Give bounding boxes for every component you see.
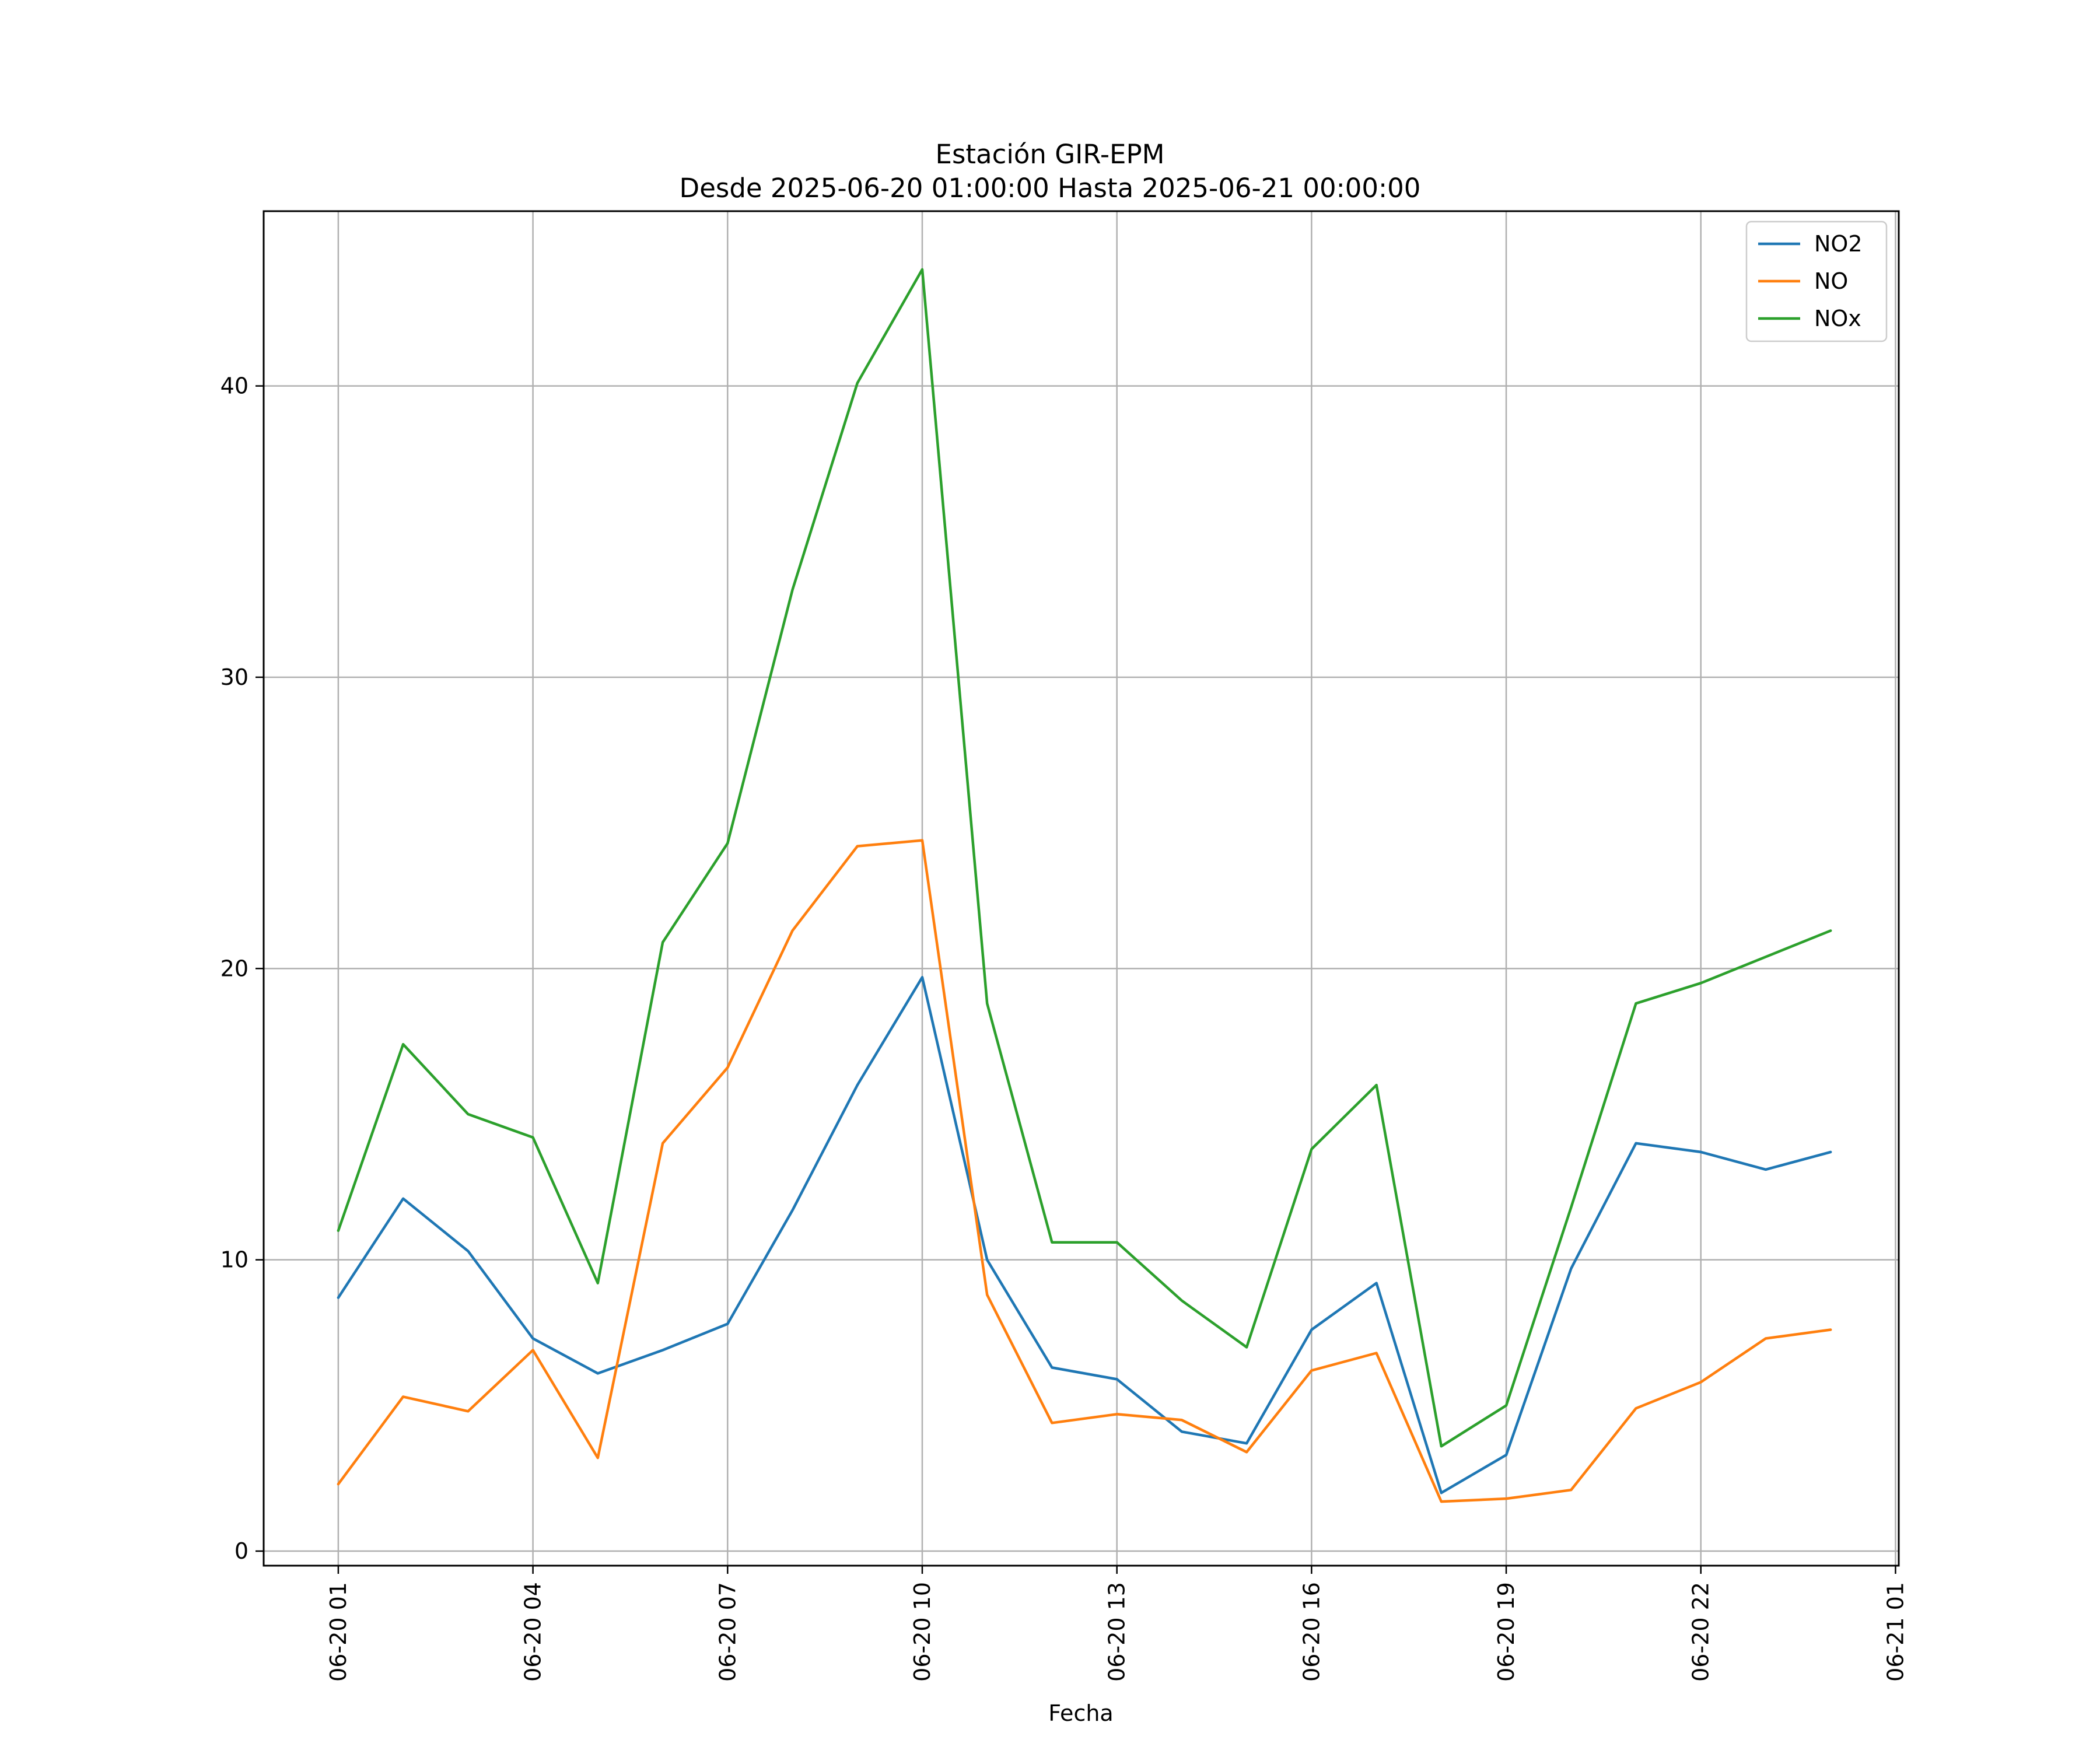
chart-subtitle: Desde 2025-06-20 01:00:00 Hasta 2025-06-… [680, 173, 1421, 204]
series-line-no [337, 839, 1832, 1503]
y-tick-label: 0 [235, 1538, 249, 1564]
x-tick-label: 06-20 13 [1104, 1582, 1130, 1682]
legend-box [1745, 220, 1888, 342]
x-tick-label: 06-20 19 [1493, 1582, 1519, 1682]
x-tick-label: 06-20 10 [909, 1582, 935, 1682]
y-tick-label: 10 [220, 1247, 249, 1273]
x-tick-label: 06-21 01 [1882, 1582, 1908, 1682]
y-tick-label: 20 [220, 956, 249, 981]
x-axis-label: Fecha [1048, 1700, 1113, 1726]
y-tick-label: 30 [220, 664, 249, 690]
x-tick-label: 06-20 07 [715, 1582, 740, 1682]
series-line-no2 [337, 976, 1832, 1494]
legend-label-no2: NO2 [1814, 231, 1863, 257]
x-tick-label: 06-20 04 [520, 1582, 546, 1682]
y-tick-label: 40 [220, 373, 249, 399]
grid-lines [264, 211, 1899, 1566]
x-tick-label: 06-20 01 [326, 1582, 351, 1682]
legend-label-no: NO [1814, 268, 1848, 294]
y-axis-ticks: 0 10 20 30 40 [220, 373, 264, 1564]
x-tick-label: 06-20 22 [1688, 1582, 1714, 1682]
series-lines [337, 268, 1832, 1503]
legend: NO2 NO NOx [1745, 220, 1888, 342]
x-tick-label: 06-20 16 [1298, 1582, 1324, 1682]
series-line-nox [337, 268, 1832, 1448]
plot-area-frame [262, 210, 1900, 1567]
chart-title: Estación GIR-EPM [936, 139, 1165, 170]
legend-label-nox: NOx [1814, 306, 1861, 331]
x-axis-ticks: 06-20 01 06-20 04 06-20 07 06-20 10 06-20 13… [326, 1566, 1908, 1682]
